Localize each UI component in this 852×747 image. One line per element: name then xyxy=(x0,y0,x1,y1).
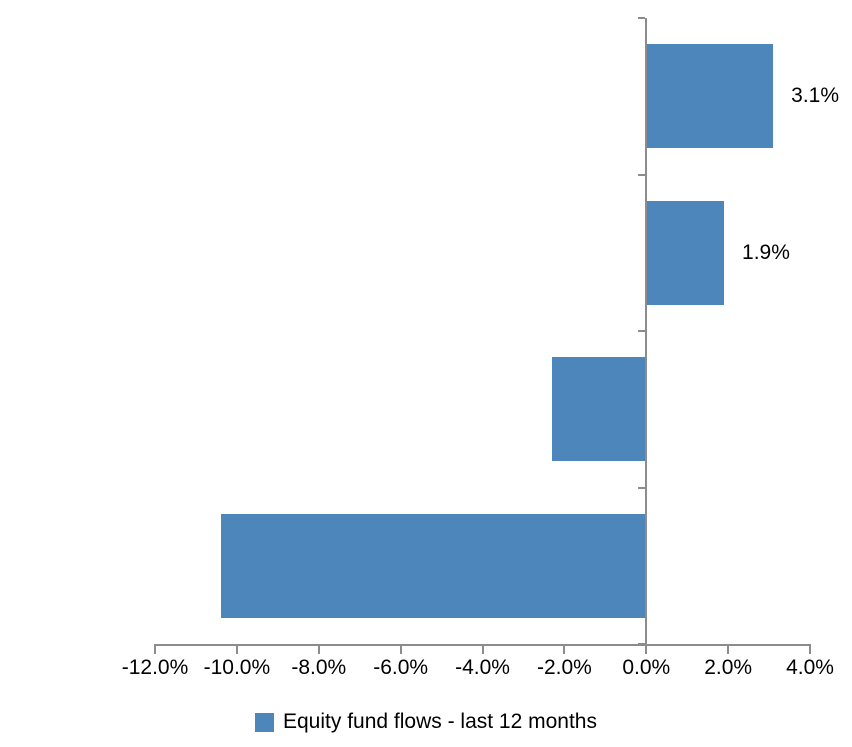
x-axis-tick xyxy=(154,644,156,654)
x-axis-tick xyxy=(563,644,566,654)
bar-europe-ex-uk xyxy=(552,357,647,462)
legend-swatch xyxy=(255,712,274,732)
x-axis-tick xyxy=(235,644,238,654)
x-axis-tick-label: 4.0% xyxy=(786,656,834,679)
x-axis-tick-label: -2.0% xyxy=(536,656,592,679)
x-axis-tick-label: -6.0% xyxy=(373,656,429,679)
bar-us xyxy=(646,44,774,149)
x-axis-tick-label: -10.0% xyxy=(203,656,271,679)
category-axis-tick xyxy=(638,330,646,332)
x-axis-tick-label: 0.0% xyxy=(622,656,671,679)
x-axis-tick xyxy=(809,644,811,654)
category-axis-tick xyxy=(638,17,646,19)
x-axis-tick xyxy=(645,644,648,654)
legend: Equity fund flows - last 12 months xyxy=(0,707,852,737)
value-label-us: 3.1% xyxy=(791,84,840,108)
x-axis-tick-label: -4.0% xyxy=(455,656,510,679)
category-axis-tick xyxy=(638,173,646,176)
value-label-japan: 1.9% xyxy=(742,240,790,264)
x-axis-tick-label: 2.0% xyxy=(704,656,753,679)
x-axis-tick-label: -12.0% xyxy=(121,656,189,679)
category-axis-line xyxy=(645,18,648,644)
x-axis-tick xyxy=(481,644,484,654)
x-axis-tick xyxy=(727,644,730,654)
bar-japan xyxy=(646,200,725,305)
x-axis-tick xyxy=(317,644,320,654)
x-axis-tick xyxy=(399,644,402,654)
x-axis-tick-label: -8.0% xyxy=(291,656,347,679)
bar-uk xyxy=(220,513,647,618)
category-axis-tick xyxy=(638,486,646,489)
legend-label: Equity fund flows - last 12 months xyxy=(283,710,597,733)
